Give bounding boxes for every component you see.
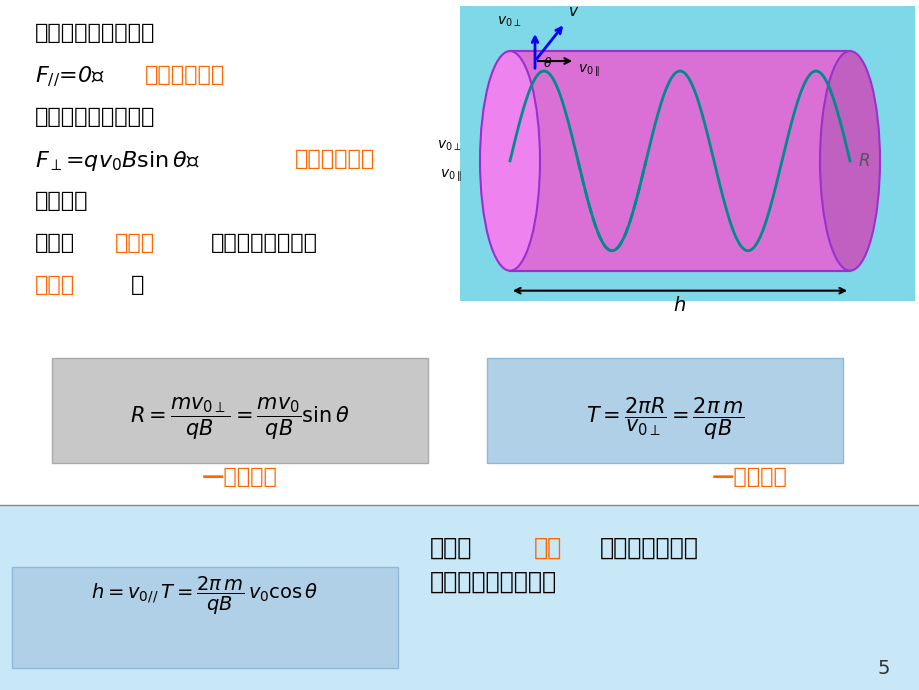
Text: $h$: $h$ [673, 295, 686, 315]
Text: 子沿磁场前进的距离: 子沿磁场前进的距离 [429, 570, 557, 594]
FancyBboxPatch shape [509, 51, 849, 270]
Ellipse shape [819, 51, 879, 270]
Text: $\theta$: $\theta$ [542, 56, 551, 70]
Text: 匀速圆周运动: 匀速圆周运动 [295, 149, 375, 169]
FancyBboxPatch shape [0, 505, 919, 690]
Text: $R$: $R$ [857, 152, 869, 170]
Text: $v$: $v$ [567, 4, 579, 19]
Text: ：一个周期内粒: ：一个周期内粒 [599, 535, 698, 560]
Text: 粒子作: 粒子作 [35, 233, 75, 253]
Text: 螺旋线: 螺旋线 [115, 233, 155, 253]
Text: $v_{0\parallel}$: $v_{0\parallel}$ [439, 168, 461, 184]
FancyBboxPatch shape [460, 6, 914, 301]
Text: —回旋半径: —回旋半径 [202, 467, 278, 487]
Text: 向前运动，轨迹是: 向前运动，轨迹是 [210, 233, 318, 253]
Text: $F_{//}$=0，: $F_{//}$=0， [35, 65, 105, 89]
Text: 总效果：: 总效果： [35, 191, 88, 211]
Text: 5: 5 [877, 659, 889, 678]
FancyBboxPatch shape [12, 567, 398, 668]
Text: $F_\perp$=$qv_0 B\sin\theta$，: $F_\perp$=$qv_0 B\sin\theta$， [35, 149, 199, 173]
Ellipse shape [480, 51, 539, 270]
FancyBboxPatch shape [486, 357, 842, 464]
Text: 匀速直线运动: 匀速直线运动 [145, 65, 225, 85]
Text: $v_{0\perp}$: $v_{0\perp}$ [497, 14, 521, 29]
Text: $h = v_{0//}\,T = \dfrac{2\pi\, m}{qB}\,v_0\cos\theta$: $h = v_{0//}\,T = \dfrac{2\pi\, m}{qB}\,… [91, 575, 318, 618]
Text: 定义为: 定义为 [429, 535, 471, 560]
FancyBboxPatch shape [52, 357, 427, 464]
Text: 。: 。 [130, 275, 144, 295]
Text: 垂直于磁场的方向：: 垂直于磁场的方向： [35, 107, 155, 127]
Text: —回旋周期: —回旋周期 [711, 467, 787, 487]
Text: 平行于磁场的方向：: 平行于磁场的方向： [35, 23, 155, 43]
Text: $v_{0\parallel}$: $v_{0\parallel}$ [577, 63, 599, 79]
Text: 螺距: 螺距 [533, 535, 562, 560]
Text: 螺旋线: 螺旋线 [35, 275, 75, 295]
Text: $T = \dfrac{2\pi R}{v_{0\perp}} = \dfrac{2\pi\, m}{qB}$: $T = \dfrac{2\pi R}{v_{0\perp}} = \dfrac… [585, 395, 743, 442]
Text: $v_{0\perp}$: $v_{0\perp}$ [437, 139, 461, 153]
Text: $R = \dfrac{mv_{0\perp}}{qB} = \dfrac{mv_0}{qB}\sin\theta$: $R = \dfrac{mv_{0\perp}}{qB} = \dfrac{mv… [130, 395, 349, 442]
